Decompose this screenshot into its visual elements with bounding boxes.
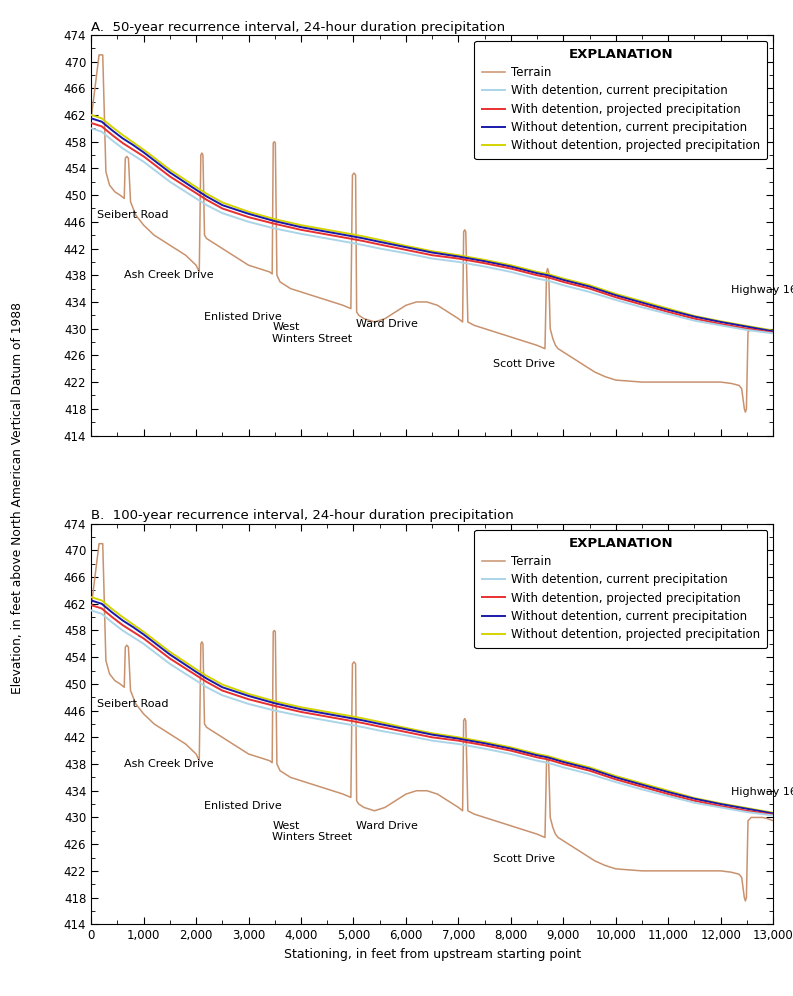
- Text: Enlisted Drive: Enlisted Drive: [204, 801, 282, 811]
- Text: West
Winters Street: West Winters Street: [272, 821, 352, 843]
- Text: West
Winters Street: West Winters Street: [272, 322, 352, 344]
- Text: Elevation, in feet above North American Vertical Datum of 1988: Elevation, in feet above North American …: [11, 302, 24, 694]
- Text: Scott Drive: Scott Drive: [492, 855, 554, 865]
- Legend: Terrain, With detention, current precipitation, With detention, projected precip: Terrain, With detention, current precipi…: [474, 530, 768, 648]
- X-axis label: Stationing, in feet from upstream starting point: Stationing, in feet from upstream starti…: [284, 948, 580, 961]
- Text: A.  50-year recurrence interval, 24-hour duration precipitation: A. 50-year recurrence interval, 24-hour …: [91, 21, 505, 34]
- Text: Enlisted Drive: Enlisted Drive: [204, 312, 282, 322]
- Text: Highway 161: Highway 161: [731, 285, 793, 295]
- Legend: Terrain, With detention, current precipitation, With detention, projected precip: Terrain, With detention, current precipi…: [474, 41, 768, 159]
- Text: Ash Creek Drive: Ash Creek Drive: [125, 759, 214, 769]
- Text: Ward Drive: Ward Drive: [356, 319, 418, 329]
- Text: B.  100-year recurrence interval, 24-hour duration precipitation: B. 100-year recurrence interval, 24-hour…: [91, 510, 514, 523]
- Text: Scott Drive: Scott Drive: [492, 359, 554, 369]
- Text: Seibert Road: Seibert Road: [98, 698, 169, 708]
- Text: Highway 161: Highway 161: [731, 788, 793, 798]
- Text: Ash Creek Drive: Ash Creek Drive: [125, 270, 214, 280]
- Text: Seibert Road: Seibert Road: [98, 210, 169, 220]
- Text: Ward Drive: Ward Drive: [356, 821, 418, 831]
